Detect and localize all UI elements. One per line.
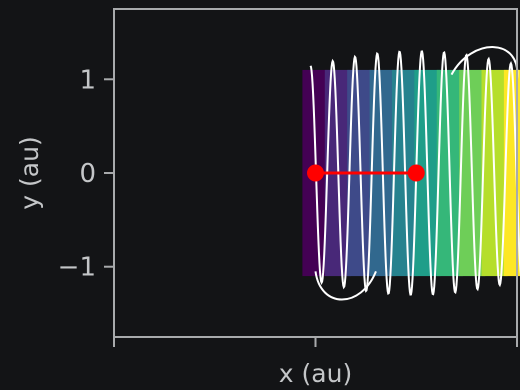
x-axis-label: x (au) <box>279 359 352 388</box>
x-axis-ticks <box>113 337 518 347</box>
dipole-point <box>307 164 324 182</box>
y-tick-label: −1 <box>58 253 96 283</box>
y-tick-label: 0 <box>79 159 96 189</box>
y-tick-label: 1 <box>79 65 96 95</box>
dipole <box>307 164 425 182</box>
dipole-point <box>407 164 425 182</box>
y-axis-label: y (au) <box>15 136 44 209</box>
y-axis-ticks: −1 0 1 <box>58 65 114 283</box>
coil-end-turn-bottom <box>314 271 377 301</box>
